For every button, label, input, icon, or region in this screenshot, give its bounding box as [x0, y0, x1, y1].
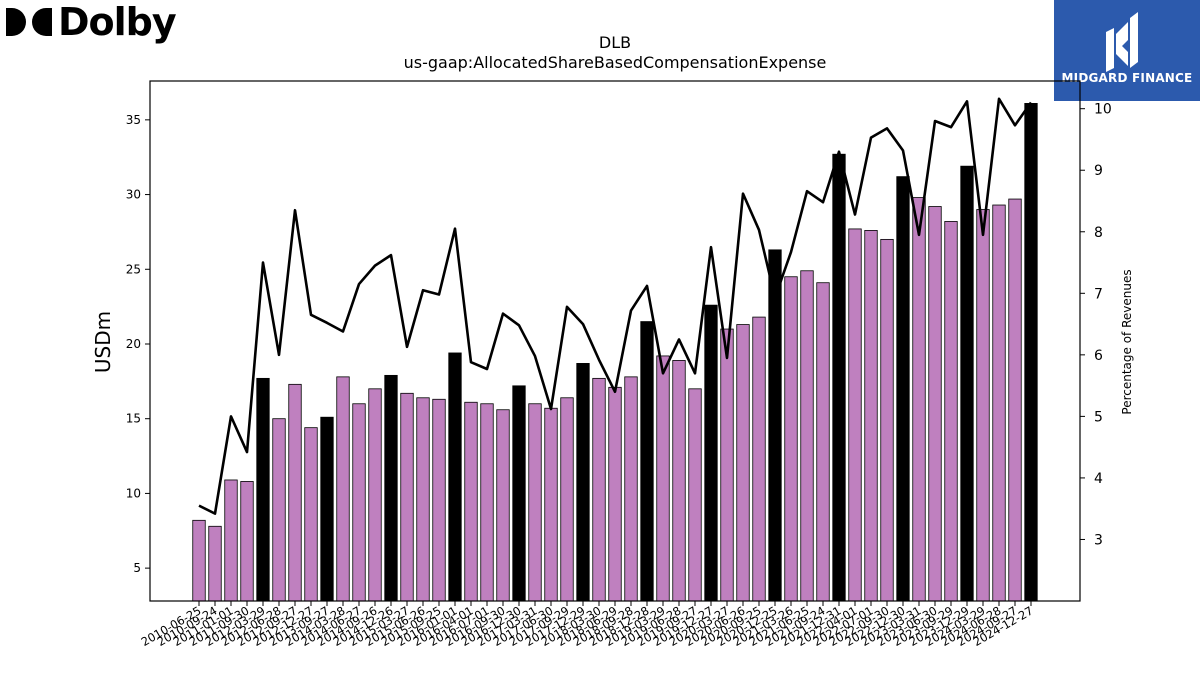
line-series	[198, 97, 1033, 515]
bar	[416, 397, 430, 602]
bar	[272, 418, 286, 602]
bar	[624, 376, 638, 602]
bar-series	[192, 103, 1038, 602]
dolby-double-d-icon	[6, 8, 52, 36]
y-axis-label: USDm	[91, 311, 115, 373]
bar	[784, 276, 798, 602]
y-tick-label: 30	[126, 188, 141, 202]
bar-highlight	[320, 416, 334, 602]
bar	[592, 377, 606, 602]
x-axis: 2010-06-252010-09-242011-01-012011-09-30…	[139, 601, 1036, 649]
bar	[304, 427, 318, 602]
bar	[192, 519, 206, 602]
bar	[240, 481, 254, 602]
bar	[864, 230, 878, 602]
bar-highlight	[256, 377, 270, 602]
bar	[528, 403, 542, 602]
y-tick-label: 20	[126, 337, 141, 351]
bar	[1008, 198, 1022, 602]
bar	[400, 392, 414, 602]
bar	[480, 403, 494, 602]
bar	[336, 376, 350, 602]
bar-highlight	[384, 374, 398, 602]
bar-highlight	[896, 176, 910, 602]
bar	[848, 228, 862, 602]
y2-axis-label: Percentage of Revenues	[1120, 269, 1134, 414]
bar	[288, 383, 302, 602]
midgard-logo-text: MIDGARD FINANCE	[1061, 71, 1193, 85]
bar	[976, 209, 990, 602]
bar-highlight	[704, 304, 718, 602]
bar	[912, 197, 926, 602]
bar	[720, 328, 734, 602]
bar	[928, 206, 942, 602]
y2-tick-label: 8	[1094, 225, 1103, 241]
y2-tick-label: 10	[1094, 102, 1112, 118]
bar	[880, 238, 894, 602]
y-tick-label: 25	[126, 262, 141, 276]
bar-highlight	[640, 321, 654, 602]
y-axis-right: 3 4 5 6 7 8 9 10	[1080, 102, 1112, 548]
bar-highlight	[576, 363, 590, 602]
bar	[544, 407, 558, 602]
y2-tick-label: 4	[1094, 471, 1103, 487]
bar-highlight	[448, 352, 462, 602]
bar-highlight	[512, 385, 526, 602]
bar	[992, 204, 1006, 602]
bar	[944, 221, 958, 602]
percentage-line	[198, 97, 1033, 515]
y2-tick-label: 5	[1094, 409, 1103, 425]
y-axis-left: 5 10 15 20 25 30 35	[126, 113, 150, 575]
bar-highlight	[832, 153, 846, 602]
chart-title: DLB	[599, 33, 631, 52]
bar	[688, 388, 702, 602]
y-tick-label: 10	[126, 486, 141, 500]
plot-frame	[149, 80, 1081, 602]
y-tick-label: 35	[126, 113, 141, 127]
midgard-finance-logo: MIDGARD FINANCE	[1054, 0, 1200, 101]
bar	[816, 282, 830, 602]
dolby-logo-text: Dolby	[58, 0, 177, 44]
bar	[672, 360, 686, 602]
midgard-m-icon	[1106, 12, 1138, 72]
bar-highlight	[1024, 103, 1038, 602]
bar	[656, 355, 670, 602]
y2-tick-label: 9	[1094, 163, 1103, 179]
bar	[496, 409, 510, 602]
bar	[224, 479, 238, 602]
y2-tick-label: 7	[1094, 286, 1103, 302]
y-tick-label: 5	[133, 561, 141, 575]
y2-tick-label: 6	[1094, 348, 1103, 364]
dolby-logo: Dolby	[4, 0, 177, 46]
bar	[208, 525, 222, 602]
chart-subtitle: us-gaap:AllocatedShareBasedCompensationE…	[404, 53, 827, 72]
bar	[352, 403, 366, 602]
bar	[464, 401, 478, 602]
y2-tick-label: 3	[1094, 532, 1103, 548]
bar	[432, 398, 446, 602]
bar	[736, 324, 750, 602]
y-tick-label: 15	[126, 412, 141, 426]
bar	[608, 386, 622, 602]
bar	[368, 388, 382, 602]
bar-highlight	[768, 249, 782, 602]
bar	[800, 270, 814, 602]
bar-highlight	[960, 165, 974, 602]
bar	[752, 316, 766, 602]
bar	[560, 397, 574, 602]
